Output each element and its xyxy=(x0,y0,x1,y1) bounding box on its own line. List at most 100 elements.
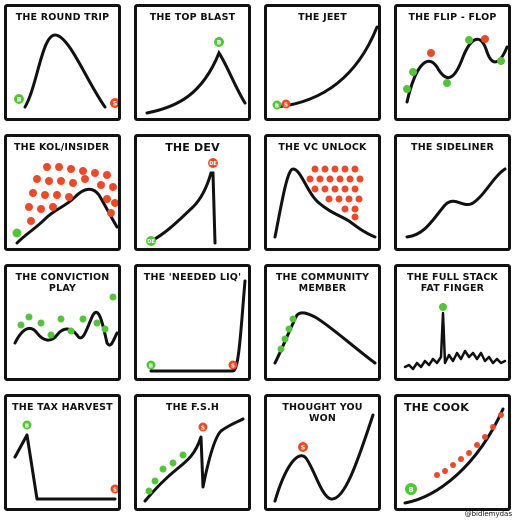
buy-marker xyxy=(409,68,417,76)
price-line xyxy=(405,167,507,239)
thought-you-won-chart: S xyxy=(273,413,375,503)
buy-marker xyxy=(443,79,451,87)
top-blast-chart: B xyxy=(145,37,247,115)
buy-marker: B xyxy=(14,94,24,104)
sell-marker xyxy=(481,35,489,43)
svg-text:S: S xyxy=(113,101,117,108)
sell-marker: S xyxy=(110,98,118,108)
panel-title: THE FULL STACK FAT FINGER xyxy=(407,272,498,294)
buy-marker: B xyxy=(405,483,417,495)
price-line xyxy=(23,33,107,109)
buy-marker xyxy=(12,228,22,238)
panel-thought-you-won: THOUGHT YOU WON S xyxy=(264,394,381,511)
sell-marker: S xyxy=(228,360,238,370)
sell-marker xyxy=(427,49,435,57)
svg-text:DE: DE xyxy=(147,239,155,245)
price-line xyxy=(15,187,118,245)
community-member-chart xyxy=(273,311,377,365)
needed-liq-chart: B S xyxy=(146,279,247,373)
panel-cook: THE COOK B xyxy=(394,394,511,511)
svg-text:DE: DE xyxy=(209,161,217,167)
panel-title: THE DEV xyxy=(165,141,220,154)
buy-marker xyxy=(439,303,447,311)
sell-markers xyxy=(306,165,364,221)
svg-text:S: S xyxy=(201,425,205,431)
panel-community-member: THE COMMUNITY MEMBER xyxy=(264,264,381,381)
sell-markers xyxy=(25,163,118,225)
svg-text:B: B xyxy=(17,97,22,104)
buy-marker: B xyxy=(22,420,32,430)
price-line xyxy=(273,167,377,239)
panel-conviction-play: THE CONVICTION PLAY xyxy=(4,264,121,381)
panel-full-stack-fat-finger: THE FULL STACK FAT FINGER xyxy=(394,264,511,381)
panel-sideliner: THE SIDELINER xyxy=(394,134,511,251)
buy-marker xyxy=(497,57,505,65)
buy-marker: B xyxy=(146,360,156,370)
panel-title: THE SIDELINER xyxy=(411,142,494,153)
panel-vc-unlock: THE VC UNLOCK xyxy=(264,134,381,251)
sell-marker: S xyxy=(298,442,308,452)
svg-text:B: B xyxy=(275,103,279,109)
price-line xyxy=(275,25,378,109)
panel-title: THE KOL/INSIDER xyxy=(14,142,110,153)
svg-text:B: B xyxy=(149,363,153,369)
price-line xyxy=(403,311,507,371)
flip-flop-chart xyxy=(403,35,508,104)
sideliner-chart xyxy=(405,167,507,239)
price-line xyxy=(13,433,117,501)
svg-text:B: B xyxy=(408,486,413,494)
price-line xyxy=(403,407,505,505)
panel-title: THE COOK xyxy=(404,401,469,414)
panel-title: THE CONVICTION PLAY xyxy=(15,272,110,294)
buy-markers xyxy=(277,315,297,353)
sell-marker: S xyxy=(281,99,291,109)
panel-title: THE VC UNLOCK xyxy=(278,142,367,153)
vc-unlock-chart xyxy=(273,165,377,239)
panel-title: THE ROUND TRIP xyxy=(15,12,110,23)
buy-markers xyxy=(17,293,117,339)
panel-fsh: THE F.S.H S xyxy=(134,394,251,511)
panel-title: THE TOP BLAST xyxy=(149,12,236,23)
svg-text:S: S xyxy=(231,363,235,369)
price-line xyxy=(145,49,247,115)
price-line xyxy=(143,417,245,503)
buy-marker: B xyxy=(214,37,224,47)
svg-text:S: S xyxy=(301,445,305,452)
buy-marker xyxy=(465,36,473,44)
panel-needed-liq: THE 'NEEDED LIQ' B S xyxy=(134,264,251,381)
panel-title: THE 'NEEDED LIQ' xyxy=(143,272,242,283)
panel-title: THE JEET xyxy=(298,12,347,23)
dev-chart: DE DE xyxy=(146,158,218,246)
svg-text:B: B xyxy=(217,40,222,47)
panel-round-trip: THE ROUND TRIP B S xyxy=(4,4,121,121)
sell-markers xyxy=(434,412,504,478)
fsh-chart: S xyxy=(143,417,245,503)
panel-title: THE FLIP - FLOP xyxy=(408,12,497,23)
price-line xyxy=(149,279,247,373)
panel-jeet: THE JEET B S xyxy=(264,4,381,121)
svg-text:S: S xyxy=(113,487,117,493)
kol-insider-chart xyxy=(12,163,118,245)
price-line xyxy=(13,311,118,347)
tax-harvest-chart: B S xyxy=(13,420,118,501)
conviction-play-chart xyxy=(13,293,118,347)
buy-marker: B xyxy=(272,100,282,110)
panel-tax-harvest: THE TAX HARVEST B S xyxy=(4,394,121,511)
price-line xyxy=(149,171,217,245)
panel-flip-flop: THE FLIP - FLOP xyxy=(394,4,511,121)
dev-buy-marker: DE xyxy=(146,236,156,246)
dev-sell-marker: DE xyxy=(208,158,218,168)
sell-marker: S xyxy=(110,484,118,494)
fat-finger-chart xyxy=(403,303,507,371)
buy-marker xyxy=(403,85,411,93)
credit-handle: @bidlemydas xyxy=(464,510,512,518)
panel-dev: THE DEV DE DE xyxy=(134,134,251,251)
panel-title: THE F.S.H xyxy=(165,402,220,413)
panel-title: THE TAX HARVEST xyxy=(12,402,113,413)
round-trip-chart: B S xyxy=(14,33,118,109)
panel-top-blast: THE TOP BLAST B xyxy=(134,4,251,121)
price-line xyxy=(273,413,375,503)
svg-text:S: S xyxy=(284,102,288,108)
sell-marker: S xyxy=(198,422,208,432)
panel-title: THE COMMUNITY MEMBER xyxy=(275,272,370,294)
